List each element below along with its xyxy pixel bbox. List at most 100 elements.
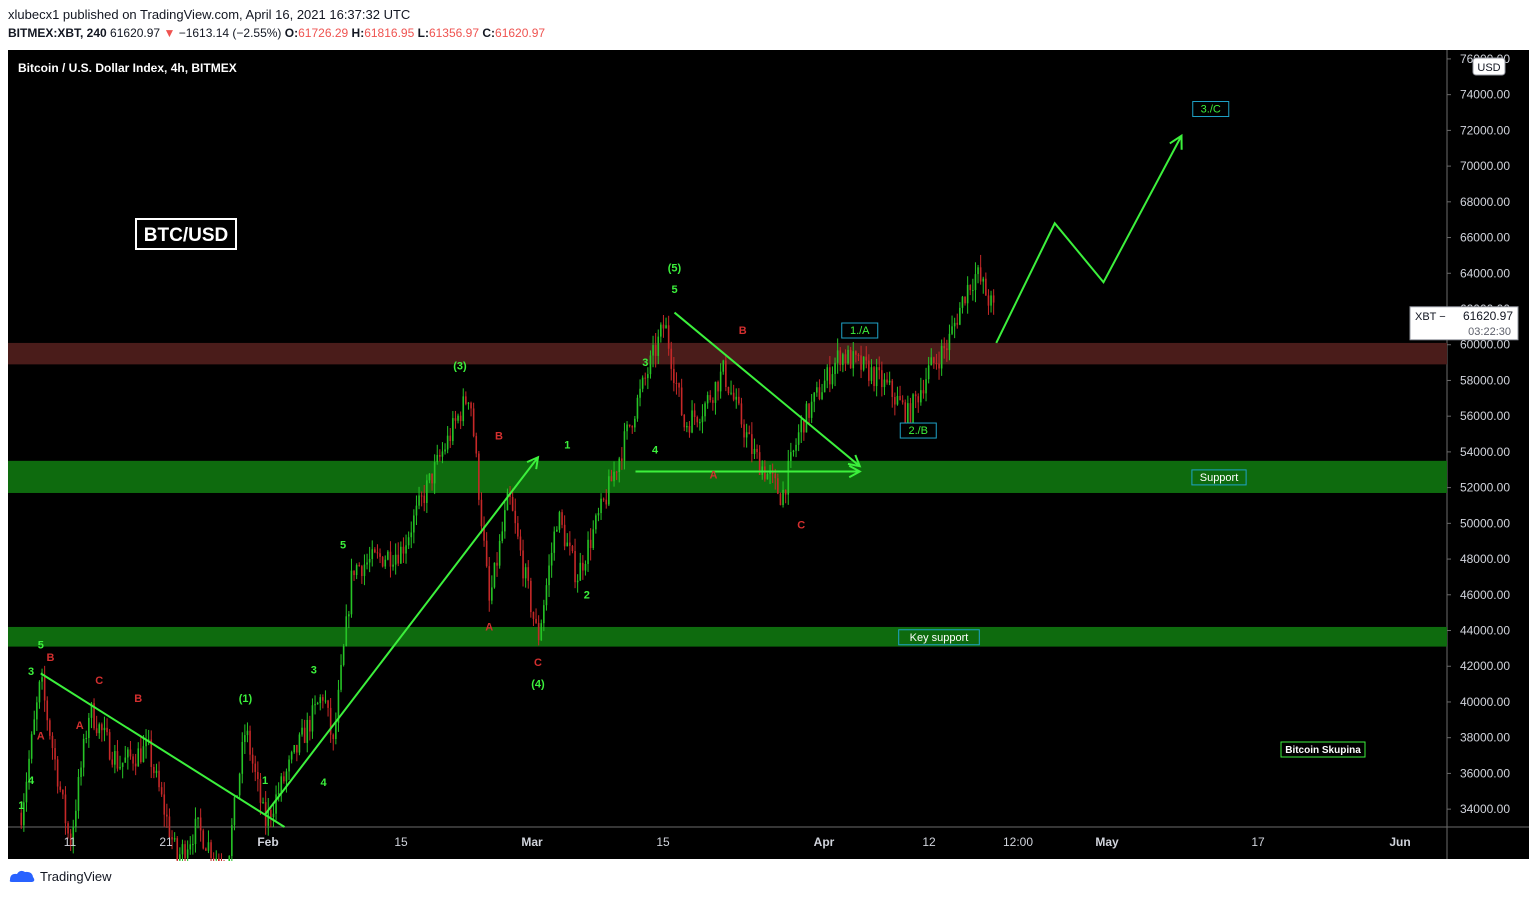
candle-body [402,546,405,554]
candle-body [948,333,951,351]
candle-body [329,707,332,735]
candle-body [631,425,634,428]
candle-body [251,754,254,764]
y-tick-label: 42000.00 [1460,659,1510,673]
candle-body [738,396,740,404]
x-tick-label: 17 [1251,835,1265,849]
open-value: 61726.29 [298,26,349,40]
y-tick-label: 58000.00 [1460,373,1510,387]
candle-body [241,741,244,774]
candle-body [935,362,938,364]
wave-label: 4 [28,775,35,787]
footer-brand: TradingView [8,868,112,884]
y-tick-label: 48000.00 [1460,552,1510,566]
candle-body [548,565,550,586]
candle-body [426,480,428,503]
candle-body [205,848,207,851]
candle-body [717,381,719,392]
candle-body [821,392,823,400]
wave-label: (1) [239,693,253,705]
candle-body [628,424,631,426]
candle-body [288,759,290,772]
candle-body [553,531,556,553]
watermark-text: BTC/USD [144,225,228,246]
candle-body [881,370,883,388]
candle-body [233,797,236,826]
candle-body [314,704,316,706]
candle-body [558,512,561,530]
candle-body [654,345,657,356]
x-tick-label: 11 [64,835,77,849]
candle-body [730,392,732,394]
y-tick-label: 38000.00 [1460,731,1510,745]
wave-label: 5 [340,539,346,551]
candle-body [132,756,134,764]
candle-body [194,818,197,845]
candle-body [306,719,309,743]
candle-body [920,390,922,403]
candle-body [413,515,415,533]
candle-body [410,532,413,538]
trendline-4 [264,456,539,816]
wave-label: A [710,470,718,482]
candle-body [303,727,306,743]
candle-body [818,387,821,400]
candle-body [82,738,85,768]
candle-body [301,727,303,735]
candle-body [878,367,881,371]
candle-body [966,284,969,304]
candle-body [953,322,956,327]
candle-body [140,748,142,763]
candle-body [64,794,67,824]
candle-body [797,432,800,445]
candle-body [787,461,790,495]
candle-body [992,295,995,303]
zone-3 [8,626,1447,647]
price-label-box [1409,306,1519,341]
candle-body [452,418,454,442]
trendline-1 [40,672,286,828]
ohlc-line: BITMEX:XBT, 240 61620.97 ▼ −1613.14 (−2.… [8,26,545,40]
candle-body [608,476,610,505]
candle-body [735,396,738,400]
candle-body [535,618,537,623]
candle-body [478,453,480,500]
candle-body [69,833,72,846]
candle-body [725,360,727,388]
candle-body [51,735,54,749]
price-label-value: 61620.97 [1463,309,1513,323]
candle-body [38,681,41,703]
candle-body [316,703,319,705]
y-tick-label: 66000.00 [1460,231,1510,245]
candle-body [550,552,553,566]
candle-body [381,556,384,567]
candle-body [189,844,192,850]
boxed-label-frame [1192,101,1230,118]
y-tick-label: 54000.00 [1460,445,1510,459]
candle-body [618,458,621,473]
high-label: H: [351,26,365,40]
candle-body [254,763,257,772]
candle-body [345,616,348,646]
candle-body [111,759,114,765]
candle-body [407,537,410,546]
candle-body [324,700,327,702]
wave-label: 3 [311,664,317,676]
candle-body [384,559,387,567]
candle-body [927,365,930,380]
candle-body [475,436,478,454]
candle-body [969,284,972,291]
candle-body [470,402,472,409]
candle-body [634,418,636,428]
candle-body [972,289,974,291]
candle-body [124,757,127,763]
candle-body [449,435,452,442]
candle-body [101,724,103,731]
candle-body [405,545,407,554]
candle-body [592,529,595,549]
candle-body [766,473,769,480]
candle-body [366,562,368,565]
candle-body [847,349,849,364]
candle-body [836,350,839,363]
